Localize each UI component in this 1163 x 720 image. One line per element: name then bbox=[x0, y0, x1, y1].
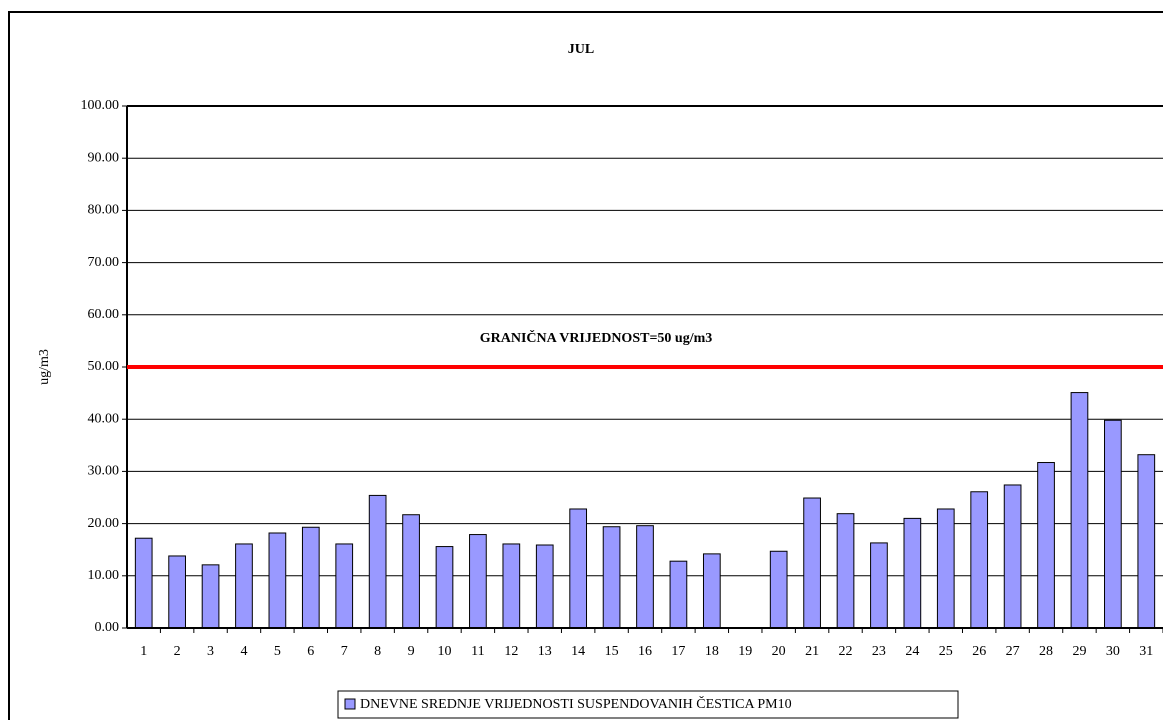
bar bbox=[502, 543, 521, 629]
y-tick-label: 90.00 bbox=[88, 150, 120, 165]
bar bbox=[769, 550, 788, 629]
x-tick-label: 10 bbox=[437, 644, 451, 659]
x-tick-label: 15 bbox=[605, 644, 619, 659]
bar bbox=[870, 542, 888, 629]
x-tick-label: 9 bbox=[408, 644, 415, 659]
legend-label: DNEVNE SREDNJE VRIJEDNOSTI SUSPENDOVANIH… bbox=[360, 695, 792, 712]
bar bbox=[1137, 454, 1156, 629]
x-tick-label: 3 bbox=[207, 644, 214, 659]
x-tick-label: 30 bbox=[1106, 644, 1120, 659]
x-tick-label: 23 bbox=[872, 644, 886, 659]
x-tick-label: 16 bbox=[638, 644, 652, 659]
y-tick-label: 70.00 bbox=[88, 255, 120, 270]
x-tick-label: 18 bbox=[705, 644, 719, 659]
y-tick-label: 0.00 bbox=[95, 620, 120, 635]
x-tick-label: 25 bbox=[939, 644, 953, 659]
bar bbox=[268, 532, 287, 629]
legend-swatch bbox=[344, 698, 356, 710]
y-tick-label: 50.00 bbox=[88, 359, 120, 374]
x-tick-label: 20 bbox=[772, 644, 786, 659]
x-tick-label: 27 bbox=[1006, 644, 1020, 659]
bar bbox=[402, 514, 420, 629]
x-tick-label: 22 bbox=[839, 644, 853, 659]
y-axis-label: ug/m3 bbox=[37, 349, 52, 385]
bar bbox=[134, 537, 153, 629]
bar bbox=[836, 513, 855, 629]
bar bbox=[368, 494, 387, 629]
bar bbox=[535, 544, 554, 629]
x-tick-label: 28 bbox=[1039, 644, 1053, 659]
bar bbox=[669, 560, 688, 629]
y-tick-label: 20.00 bbox=[88, 516, 120, 531]
bar bbox=[1070, 392, 1089, 629]
x-tick-label: 17 bbox=[671, 644, 685, 659]
y-tick-label: 40.00 bbox=[88, 411, 120, 426]
y-tick-label: 60.00 bbox=[88, 307, 120, 322]
bar bbox=[702, 553, 721, 629]
bar bbox=[168, 555, 186, 629]
x-tick-label: 14 bbox=[571, 644, 585, 659]
bar bbox=[469, 534, 487, 629]
threshold-label: GRANIČNA VRIJEDNOST=50 ug/m3 bbox=[480, 329, 713, 346]
x-tick-label: 26 bbox=[972, 644, 986, 659]
bar bbox=[201, 564, 220, 629]
y-tick-label: 100.00 bbox=[81, 98, 120, 113]
chart-title: JUL bbox=[568, 42, 594, 57]
bar bbox=[569, 508, 588, 629]
x-tick-label: 21 bbox=[805, 644, 819, 659]
x-tick-label: 24 bbox=[905, 644, 919, 659]
bar bbox=[1104, 419, 1122, 629]
x-tick-label: 6 bbox=[307, 644, 314, 659]
x-tick-label: 11 bbox=[471, 644, 484, 659]
bar bbox=[435, 546, 454, 629]
x-tick-label: 8 bbox=[374, 644, 381, 659]
legend-box bbox=[337, 690, 959, 719]
x-tick-label: 19 bbox=[738, 644, 752, 659]
bar bbox=[936, 508, 955, 629]
bar bbox=[235, 543, 253, 629]
bar bbox=[803, 497, 821, 629]
y-tick-label: 80.00 bbox=[88, 203, 120, 218]
bar bbox=[1003, 484, 1022, 629]
x-tick-label: 12 bbox=[504, 644, 518, 659]
y-tick-label: 30.00 bbox=[88, 464, 120, 479]
x-tick-label: 7 bbox=[341, 644, 348, 659]
x-tick-label: 1 bbox=[140, 644, 147, 659]
bar bbox=[903, 517, 922, 629]
bar bbox=[1037, 462, 1055, 629]
x-tick-label: 13 bbox=[538, 644, 552, 659]
x-tick-label: 5 bbox=[274, 644, 281, 659]
x-tick-label: 31 bbox=[1139, 644, 1153, 659]
x-tick-label: 2 bbox=[174, 644, 181, 659]
bar bbox=[301, 526, 320, 629]
bar bbox=[636, 525, 654, 629]
x-tick-label: 29 bbox=[1072, 644, 1086, 659]
bar bbox=[970, 491, 989, 629]
bar bbox=[602, 526, 621, 629]
y-tick-label: 10.00 bbox=[88, 568, 120, 583]
x-tick-label: 4 bbox=[240, 644, 247, 659]
bar bbox=[335, 543, 354, 629]
